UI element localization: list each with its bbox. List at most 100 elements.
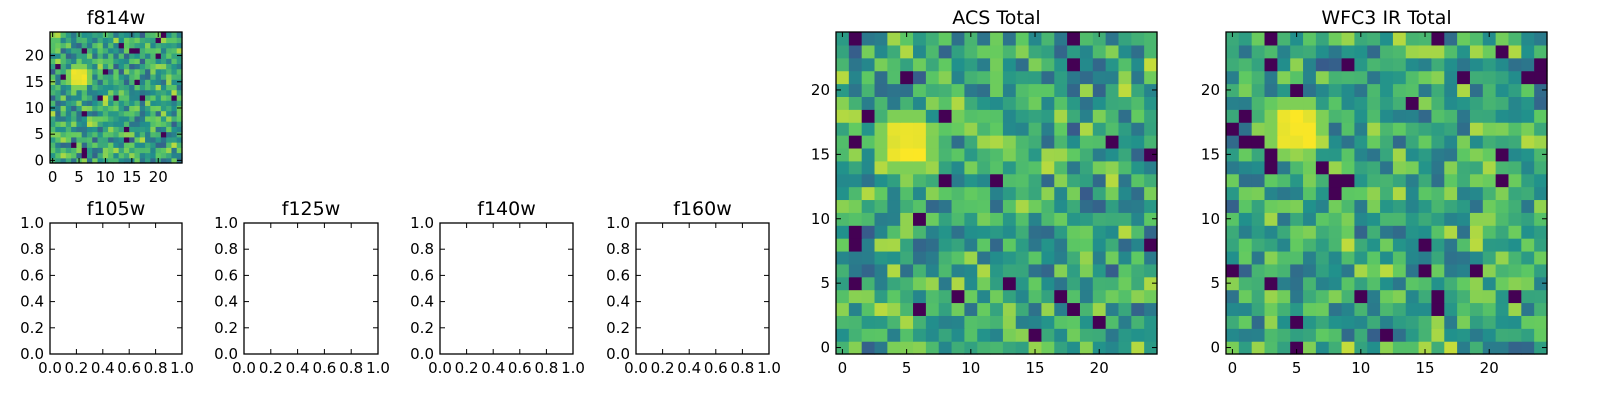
heatmap-cell bbox=[150, 142, 157, 148]
heatmap-cell bbox=[1315, 250, 1330, 265]
heatmap-cell bbox=[1367, 212, 1381, 226]
heatmap-cell bbox=[1002, 96, 1017, 110]
heatmap-cell bbox=[1354, 160, 1368, 175]
heatmap-cell bbox=[1303, 122, 1317, 136]
heatmap-cell bbox=[1482, 212, 1497, 226]
heatmap-cell bbox=[1431, 212, 1445, 226]
heatmap-cell bbox=[1328, 302, 1343, 316]
heatmap-cell bbox=[913, 238, 927, 252]
heatmap-cell bbox=[990, 109, 1004, 123]
heatmap-cell bbox=[887, 250, 901, 265]
heatmap-cell bbox=[1277, 238, 1291, 252]
heatmap-cell bbox=[1444, 57, 1458, 72]
heatmap-cell bbox=[861, 70, 876, 85]
heatmap-cell bbox=[1226, 199, 1240, 213]
heatmap-cell bbox=[1131, 328, 1145, 342]
heatmap-cell bbox=[1079, 147, 1094, 162]
heatmap-cell bbox=[108, 79, 114, 85]
heatmap-cell bbox=[1251, 122, 1266, 136]
heatmap-cell bbox=[92, 157, 99, 164]
y-tick-label: 0.0 bbox=[410, 345, 434, 363]
heatmap-cell bbox=[55, 52, 62, 59]
heatmap-cell bbox=[1054, 328, 1068, 342]
heatmap-cell bbox=[76, 63, 83, 70]
heatmap-cell bbox=[1315, 238, 1330, 252]
heatmap-cell bbox=[1315, 44, 1330, 59]
heatmap-cell bbox=[86, 157, 93, 164]
heatmap-cell bbox=[1226, 83, 1240, 97]
heatmap-cell bbox=[129, 115, 136, 122]
heatmap-cell bbox=[1002, 276, 1017, 291]
heatmap-cell bbox=[60, 63, 67, 70]
heatmap-cell bbox=[964, 96, 978, 110]
heatmap-cell bbox=[155, 136, 162, 143]
heatmap-cell bbox=[76, 42, 83, 49]
heatmap-cell bbox=[166, 84, 173, 91]
heatmap-cell bbox=[102, 58, 109, 65]
heatmap-cell bbox=[129, 100, 136, 106]
heatmap-cell bbox=[913, 315, 927, 329]
y-tick-label: 15 bbox=[811, 145, 830, 163]
heatmap-cell bbox=[1105, 44, 1120, 59]
heatmap-cell bbox=[155, 84, 162, 91]
heatmap-cell bbox=[1290, 263, 1304, 278]
heatmap-cell bbox=[1131, 44, 1145, 59]
heatmap-cell bbox=[176, 147, 183, 154]
heatmap-cell bbox=[150, 121, 157, 127]
heatmap-cell bbox=[1354, 173, 1368, 188]
heatmap-cell bbox=[60, 142, 67, 148]
heatmap-cell bbox=[1092, 57, 1107, 72]
heatmap-cell bbox=[1508, 135, 1522, 149]
heatmap-cell bbox=[1079, 109, 1094, 123]
heatmap-cell bbox=[977, 238, 991, 252]
heatmap-cell bbox=[1118, 199, 1132, 213]
heatmap-cell bbox=[1002, 122, 1017, 136]
heatmap-cell bbox=[1469, 173, 1484, 188]
heatmap-cell bbox=[118, 47, 125, 54]
heatmap-cell bbox=[1469, 276, 1484, 291]
heatmap-cell bbox=[129, 63, 136, 70]
heatmap-cell bbox=[990, 250, 1004, 265]
heatmap-cell bbox=[836, 186, 850, 201]
heatmap-cell bbox=[1534, 328, 1548, 342]
heatmap-cell bbox=[102, 89, 109, 96]
heatmap-cell bbox=[1144, 70, 1158, 85]
axes-frame bbox=[439, 222, 574, 355]
heatmap-cell bbox=[977, 109, 991, 123]
heatmap-cell bbox=[113, 47, 120, 54]
heatmap-cell bbox=[1444, 186, 1458, 201]
heatmap-cell bbox=[874, 57, 888, 72]
heatmap-cell bbox=[139, 94, 146, 101]
heatmap-cell bbox=[92, 47, 99, 54]
heatmap-cell bbox=[1264, 173, 1278, 188]
heatmap-cell bbox=[81, 131, 88, 138]
heatmap-cell bbox=[55, 105, 62, 112]
heatmap-cell bbox=[1469, 160, 1484, 175]
heatmap-cell bbox=[1354, 57, 1368, 72]
heatmap-cell bbox=[1079, 225, 1094, 239]
heatmap-cell bbox=[1002, 315, 1017, 329]
heatmap-cell bbox=[81, 84, 88, 91]
heatmap-cell bbox=[1405, 276, 1420, 291]
heatmap-cell bbox=[60, 42, 67, 49]
heatmap-cell bbox=[1131, 302, 1145, 316]
heatmap-cell bbox=[925, 315, 940, 329]
heatmap-cell bbox=[155, 147, 162, 154]
heatmap-cell bbox=[1444, 276, 1458, 291]
heatmap-cell bbox=[1041, 250, 1055, 265]
heatmap-cell bbox=[1534, 109, 1548, 123]
heatmap-cell bbox=[50, 42, 56, 49]
heatmap-cell bbox=[990, 57, 1004, 72]
heatmap-cell bbox=[71, 84, 77, 91]
heatmap-cell bbox=[900, 186, 914, 201]
heatmap-cell bbox=[1290, 238, 1304, 252]
heatmap-cell bbox=[1315, 109, 1330, 123]
heatmap-cell bbox=[1277, 32, 1291, 46]
heatmap-cell bbox=[1118, 44, 1132, 59]
heatmap-cell bbox=[913, 135, 927, 149]
heatmap-cell bbox=[108, 152, 114, 159]
heatmap-cell bbox=[123, 157, 130, 164]
heatmap-cell bbox=[1028, 315, 1043, 329]
heatmap-cell bbox=[71, 115, 77, 122]
